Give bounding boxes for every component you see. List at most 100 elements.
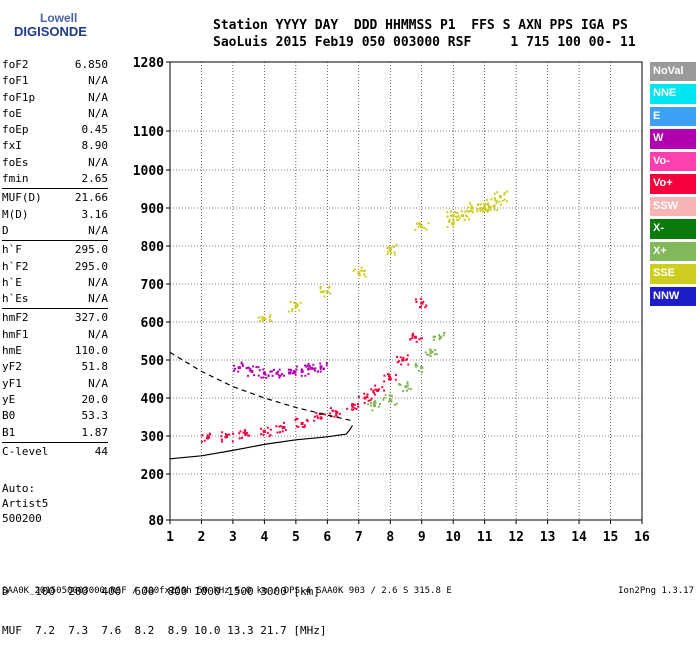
trace-scatter-dot (387, 373, 390, 376)
trace-scatter-dot (493, 192, 496, 195)
param-label: foF1 (2, 74, 29, 88)
trace-scatter-dot (435, 353, 438, 356)
trace-scatter-dot (242, 431, 245, 434)
trace-scatter-dot (378, 403, 381, 406)
trace-scatter-dot (268, 316, 271, 319)
trace-scatter-dot (470, 210, 473, 213)
param-row: hmF2 327.0 (2, 310, 108, 326)
param-label: foF1p (2, 90, 36, 104)
trace-scatter-dot (205, 436, 208, 439)
x-tick-label: 12 (508, 530, 524, 545)
ionogram-chart: 1 2 3 4 5 6 7 8 9 10 11 12 13 14 15 1680200300400500600… (133, 56, 650, 545)
trace-scatter-dot (503, 198, 506, 201)
trace-scatter-dot (419, 306, 422, 309)
trace-scatter-dot (301, 369, 304, 372)
trace-scatter-dot (319, 287, 322, 290)
trace-scatter-dot (269, 428, 272, 431)
trace-scatter-dot (263, 371, 266, 374)
trace-scatter-dot (277, 374, 280, 377)
x-tick-label: 11 (477, 530, 493, 545)
y-tick-label: 400 (141, 392, 165, 407)
trace-scatter-dot (307, 372, 310, 375)
polarization-legend: NoVal NNE E W Vo- Vo+ SSW X- X+ SSE NNW (650, 62, 696, 309)
trace-scatter-dot (494, 199, 497, 202)
trace-scatter-dot (469, 209, 472, 212)
param-row: yF1 N/A (2, 376, 108, 392)
trace-scatter-dot (278, 376, 281, 379)
trace-point (335, 410, 339, 414)
trace-scatter-dot (415, 340, 418, 343)
trace-scatter-dot (207, 436, 210, 439)
trace-scatter-dot (418, 338, 421, 341)
x-tick-label: 8 (386, 530, 394, 545)
trace-scatter-dot (503, 191, 506, 194)
legend-item-sse: SSE (650, 264, 696, 284)
trace-scatter-dot (328, 285, 331, 288)
trace-scatter-dot (249, 368, 252, 371)
trace-scatter-dot (443, 332, 446, 335)
trace-point (357, 271, 361, 275)
trace-scatter-dot (224, 433, 227, 436)
trace-scatter-dot (246, 366, 249, 369)
trace-scatter-dot (373, 393, 376, 396)
trace-scatter-dot (432, 339, 435, 342)
trace-scatter-dot (447, 220, 450, 223)
trace-scatter-dot (234, 367, 237, 370)
trace-point (294, 305, 298, 309)
trace-point (498, 195, 502, 199)
trace-scatter-dot (351, 403, 354, 406)
profile-curve (169, 425, 354, 460)
trace-point (461, 214, 465, 218)
trace-point (470, 206, 474, 210)
x-tick-label: 16 (634, 530, 650, 545)
trace-scatter-dot (481, 208, 484, 211)
trace-scatter-dot (260, 433, 263, 436)
trace-scatter-dot (257, 374, 260, 377)
legend-item-noval: NoVal (650, 62, 696, 82)
logo-lowell: Lowell (40, 11, 78, 25)
trace-scatter-dot (374, 384, 377, 387)
trace-scatter-dot (438, 334, 441, 337)
trace-scatter-dot (266, 431, 269, 434)
trace-scatter-dot (279, 425, 282, 428)
trace-point (451, 214, 455, 218)
param-value: N/A (88, 155, 108, 169)
trace-scatter-dot (422, 300, 425, 303)
param-value: 21.66 (74, 191, 108, 205)
param-label: h`E (2, 275, 22, 289)
trace-scatter-dot (374, 400, 377, 403)
trace-scatter-dot (338, 412, 341, 415)
trace-scatter-dot (241, 363, 244, 366)
trace-scatter-dot (295, 417, 298, 420)
y-tick-label: 1100 (133, 125, 164, 140)
trace-point (262, 316, 266, 320)
trace-scatter-dot (350, 408, 353, 411)
trace-scatter-dot (458, 217, 461, 220)
muf-value-row: MUF 7.2 7.3 7.6 8.2 8.9 10.0 13.3 21.7 [… (2, 624, 327, 637)
trace-scatter-dot (311, 367, 314, 370)
trace-scatter-dot (425, 353, 428, 356)
param-value: N/A (88, 292, 108, 306)
trace-scatter-dot (383, 396, 386, 399)
trace-scatter-dot (238, 366, 241, 369)
trace-scatter-dot (331, 409, 334, 412)
x-tick-label: 1 (166, 530, 174, 545)
trace-scatter-dot (329, 292, 332, 295)
trace-scatter-dot (299, 301, 302, 304)
y-tick-label: 700 (141, 278, 165, 293)
trace-scatter-dot (269, 320, 272, 323)
trace-scatter-dot (264, 373, 267, 376)
trace-scatter-dot (355, 407, 358, 410)
trace-scatter-dot (264, 318, 267, 321)
trace-scatter-dot (420, 337, 423, 340)
trace-scatter-dot (417, 225, 420, 228)
trace-scatter-dot (327, 286, 330, 289)
trace-scatter-dot (378, 388, 381, 391)
trace-scatter-dot (370, 388, 373, 391)
param-label: foEp (2, 123, 29, 137)
trace-scatter-dot (224, 436, 227, 439)
x-tick-label: 4 (260, 530, 268, 545)
trace-scatter-dot (268, 435, 271, 438)
plot-frame (169, 61, 643, 521)
trace-scatter-dot (287, 310, 290, 313)
